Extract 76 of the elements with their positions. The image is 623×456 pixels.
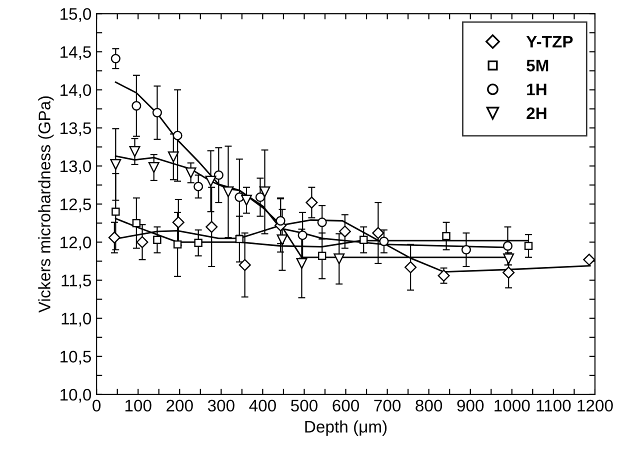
point	[132, 219, 141, 228]
x-tick-label: 900	[457, 400, 484, 412]
legend-label: 1H	[527, 84, 546, 96]
point	[214, 170, 224, 180]
x-tick-label: 0	[92, 400, 101, 412]
point	[502, 241, 513, 251]
point	[129, 146, 140, 157]
point	[110, 54, 120, 64]
point	[206, 220, 218, 233]
point	[136, 236, 148, 248]
y-tick-label: 13,5	[60, 122, 92, 136]
y-tick-label: 15,0	[60, 8, 92, 22]
x-tick-label: 1000	[494, 400, 530, 412]
y-tick-label: 12,0	[60, 236, 92, 250]
point	[306, 196, 318, 209]
y-tick-label: 11,0	[62, 312, 92, 326]
point	[172, 130, 182, 140]
point	[153, 236, 162, 244]
x-tick-label: 1200	[578, 400, 613, 412]
point	[442, 232, 450, 240]
point	[338, 225, 351, 238]
point	[148, 162, 160, 173]
y-tick-label: 11,5	[62, 274, 92, 288]
point	[185, 167, 196, 178]
point	[296, 258, 308, 269]
point	[238, 258, 251, 272]
legend-label: 5M	[526, 60, 548, 72]
point	[583, 254, 595, 266]
legend-label: 2H	[526, 107, 546, 120]
point	[334, 253, 345, 264]
x-tick-label: 300	[208, 400, 234, 412]
y-tick-label: 10,5	[60, 350, 92, 365]
point	[173, 240, 182, 249]
x-tick-label: 800	[416, 400, 442, 412]
y-tick-label: 10,0	[60, 388, 92, 403]
point	[222, 186, 234, 198]
x-tick-label: 100	[125, 400, 152, 412]
point	[404, 261, 417, 274]
point	[112, 208, 120, 216]
x-tick-label: 700	[374, 400, 401, 412]
x-tick-label: 600	[332, 400, 360, 412]
point	[438, 270, 450, 282]
point	[255, 192, 265, 202]
x-axis-title: Depth (μm)	[305, 420, 387, 436]
point	[317, 218, 327, 228]
point	[194, 238, 202, 247]
point	[172, 216, 184, 228]
point	[276, 216, 286, 226]
y-tick-label: 12,5	[60, 198, 92, 212]
x-tick-label: 500	[290, 400, 318, 412]
point	[152, 108, 162, 118]
point	[502, 266, 515, 279]
point	[524, 242, 533, 250]
point	[110, 158, 122, 170]
y-tick-label: 14,5	[60, 46, 92, 60]
point	[298, 230, 308, 240]
legend-label: Y-TZP	[526, 36, 573, 48]
point	[108, 232, 120, 244]
point	[372, 226, 384, 240]
point	[461, 244, 472, 255]
point	[318, 252, 326, 260]
y-tick-label: 14,0	[60, 84, 92, 98]
point	[132, 101, 142, 111]
point	[205, 176, 216, 187]
point	[259, 186, 270, 198]
y-tick-label: 13,0	[60, 160, 92, 174]
point	[276, 234, 288, 246]
point	[194, 182, 204, 192]
y-axis-title: Vickers microhardness (GPa)	[38, 96, 54, 313]
point	[379, 236, 389, 246]
x-tick-label: 200	[166, 400, 193, 412]
point	[168, 151, 179, 162]
x-tick-label: 1100	[536, 400, 571, 412]
x-tick-label: 400	[249, 400, 276, 412]
point	[360, 236, 368, 244]
point	[241, 194, 252, 206]
